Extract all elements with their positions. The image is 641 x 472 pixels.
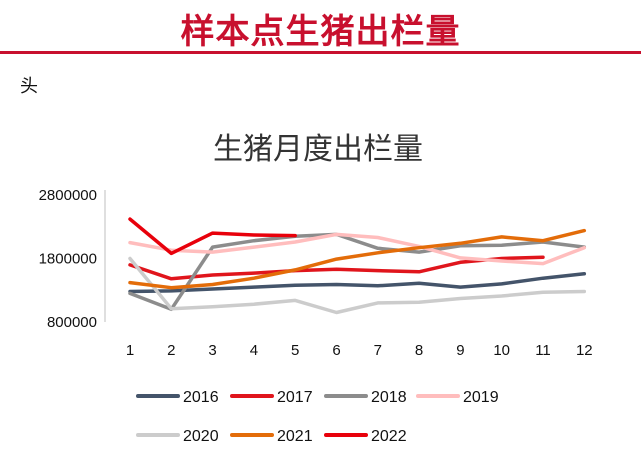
x-tick-label: 8 [415, 342, 423, 359]
y-tick-label: 1800000 [39, 251, 97, 268]
series-line-2022 [128, 217, 297, 256]
x-tick-label: 10 [493, 342, 510, 359]
legend: 2016 2017 2018 2019 2020 2021 2022 [136, 389, 499, 445]
y-tick-label: 800000 [47, 314, 97, 331]
x-tick-label: 5 [291, 342, 299, 359]
series-line-2016 [128, 271, 587, 294]
header-rule [0, 51, 641, 54]
x-tick-label: 2 [167, 342, 175, 359]
legend-label-2018: 2018 [371, 389, 407, 406]
series-line-2019 [128, 232, 587, 266]
x-tick-label: 1 [126, 342, 134, 359]
x-tick-label: 6 [332, 342, 340, 359]
legend-label-2016: 2016 [183, 389, 219, 406]
series-line-2018 [128, 232, 587, 312]
x-tick-label: 12 [576, 342, 593, 359]
series-line-2020 [128, 256, 587, 315]
x-tick-label: 9 [456, 342, 464, 359]
legend-label-2019: 2019 [463, 389, 499, 406]
chart-title: 生猪月度出栏量 [213, 132, 423, 167]
series-line-2021 [128, 228, 587, 290]
header-banner: 样本点生猪出栏量 [0, 0, 641, 54]
legend-label-2022: 2022 [371, 428, 407, 445]
legend-label-2017: 2017 [277, 389, 313, 406]
x-tick-label: 11 [535, 342, 551, 359]
legend-label-2021: 2021 [277, 428, 313, 445]
series-layer [128, 217, 587, 315]
x-tick-label: 4 [250, 342, 258, 359]
legend-label-2020: 2020 [183, 428, 219, 445]
x-tick-label: 7 [374, 342, 382, 359]
unit-label: 头 [20, 76, 38, 97]
series-line-2017 [128, 255, 545, 281]
y-tick-label: 2800000 [39, 187, 97, 204]
x-tick-label: 3 [208, 342, 216, 359]
page-title: 样本点生猪出栏量 [180, 12, 461, 52]
